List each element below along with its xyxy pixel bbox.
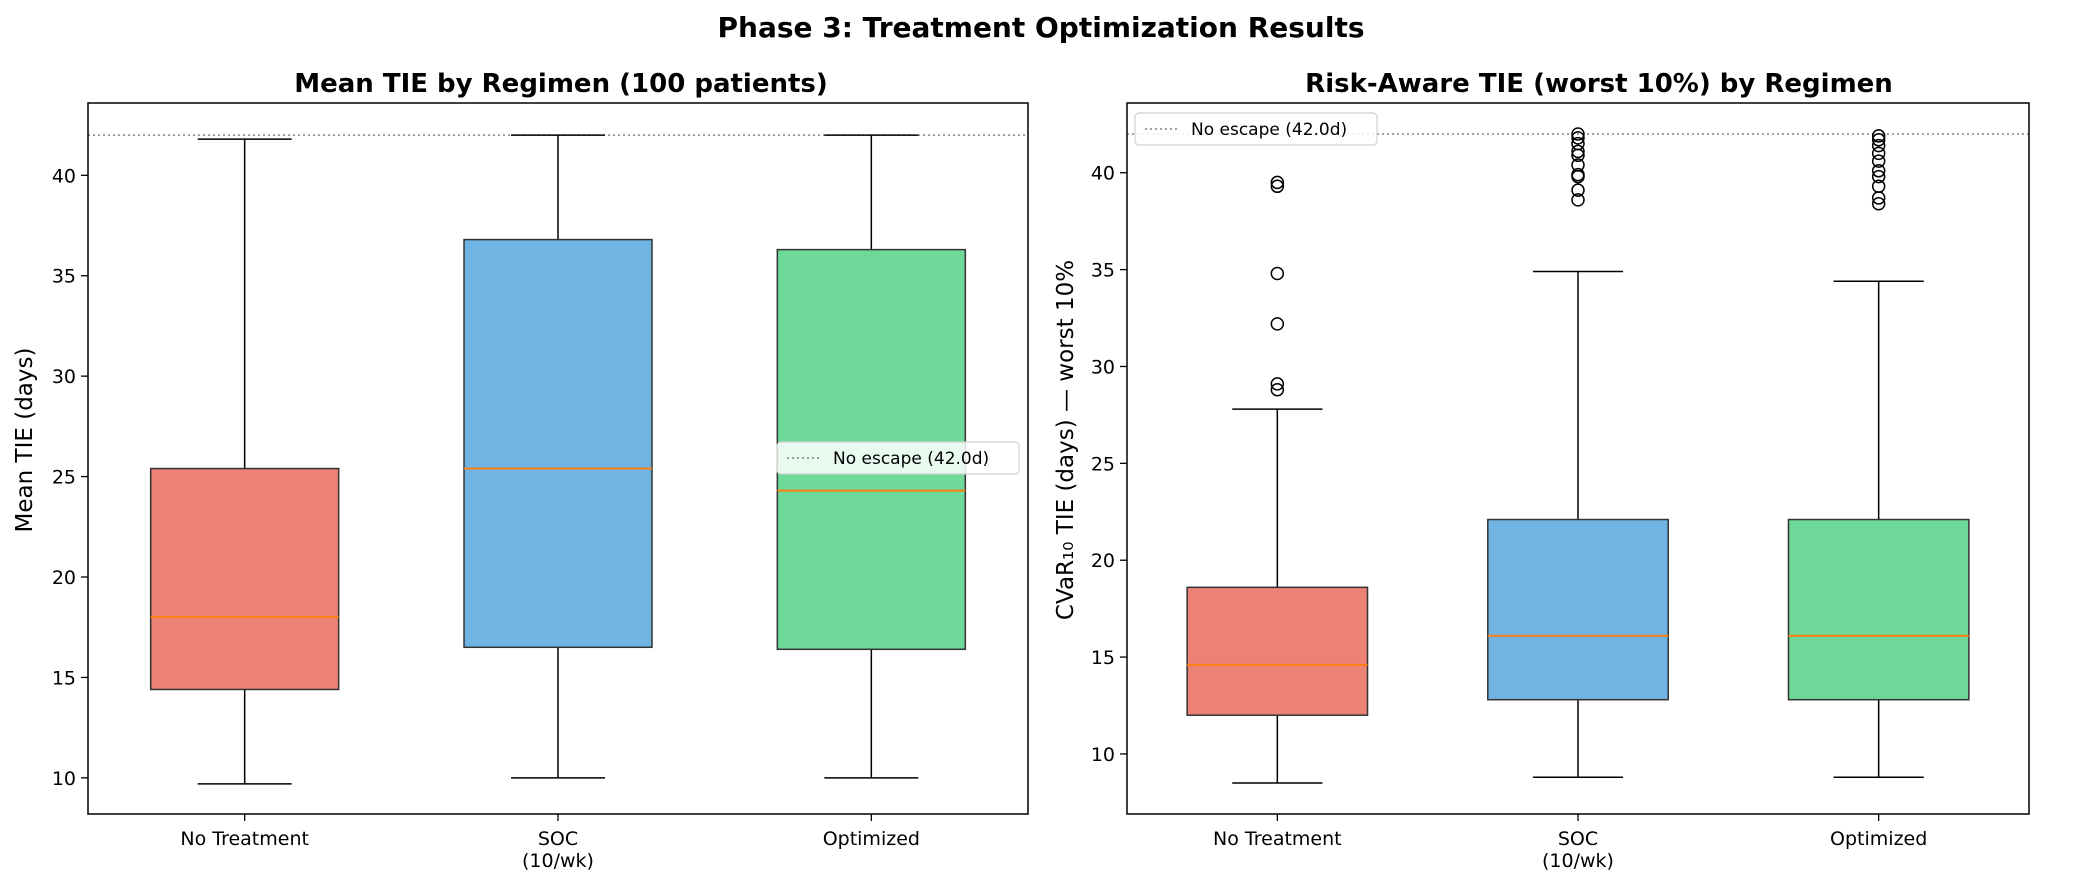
right-soc-10-wk-box: [1487, 518, 1669, 701]
left-axes-frame: [87, 102, 1029, 815]
left-y-tick-label-15: 15: [52, 667, 76, 689]
left-legend: No escape (42.0d): [776, 441, 1020, 475]
right-soc-10-wk-outlier-9: [1571, 131, 1585, 145]
left-legend-label: No escape (42.0d): [833, 449, 989, 469]
right-legend: No escape (42.0d): [1134, 112, 1378, 146]
right-y-tick-label-35: 35: [1091, 260, 1115, 282]
right-optimized-outlier-8: [1871, 138, 1886, 153]
right-box-plot-panel: Risk-Aware TIE (worst 10%) by Regimen CV…: [1053, 69, 2030, 872]
right-y-tick-label-20: 20: [1091, 550, 1115, 572]
left-box-plot-panel: Mean TIE by Regimen (100 patients) Mean …: [12, 69, 1029, 872]
right-axes-frame: [1126, 102, 2030, 815]
right-optimized-outlier-4: [1871, 169, 1886, 184]
left-x-tick-label-soc-10-wk-line2: (10/wk): [522, 850, 594, 872]
left-no-treatment-box: [149, 467, 340, 691]
right-optimized-outlier-5: [1871, 164, 1886, 178]
left-y-tick-label-25: 25: [52, 467, 76, 489]
left-x-tick-label-soc-10-wk: SOC: [538, 828, 578, 850]
right-no-treatment-box: [1186, 586, 1369, 716]
right-y-tick-label-30: 30: [1091, 356, 1115, 378]
right-optimized-outlier-7: [1871, 146, 1886, 161]
left-y-tick-label-35: 35: [52, 266, 76, 288]
right-x-tick-label-soc-10-wk: SOC: [1558, 828, 1598, 850]
right-y-tick-label-15: 15: [1091, 647, 1115, 669]
right-soc-10-wk-outlier-8: [1571, 136, 1585, 151]
figure-title: Phase 3: Treatment Optimization Results: [717, 11, 1364, 44]
right-legend-label: No escape (42.0d): [1191, 120, 1347, 140]
right-optimized-outlier-6: [1871, 154, 1886, 168]
left-x-tick-label-optimized: Optimized: [823, 828, 920, 850]
right-no-treatment-outlier-3: [1270, 317, 1285, 331]
right-no-treatment-outlier-2: [1270, 377, 1285, 391]
right-chart-title: Risk-Aware TIE (worst 10%) by Regimen: [1305, 69, 1893, 99]
right-optimized-outlier-10: [1871, 129, 1886, 143]
right-soc-10-wk-outlier-10: [1571, 127, 1585, 141]
left-x-tick-label-no-treatment: No Treatment: [180, 828, 309, 850]
right-x-tick-label-soc-10-wk-line2: (10/wk): [1542, 850, 1614, 872]
right-no-treatment-outlier-5: [1270, 179, 1285, 194]
left-y-axis-label: Mean TIE (days): [12, 348, 38, 533]
left-plot-area: 10 15 20 25 30 35 40 No Treatment SOC(10/wk) Opti…: [52, 102, 1029, 872]
right-soc-10-wk-outlier-1: [1571, 193, 1585, 207]
right-no-treatment-outlier-1: [1270, 382, 1285, 397]
right-optimized-box: [1787, 518, 1970, 701]
right-soc-10-wk-outlier-7: [1571, 144, 1585, 159]
right-y-tick-label-25: 25: [1091, 453, 1115, 475]
left-y-tick-label-40: 40: [52, 165, 76, 187]
right-soc-10-wk-outlier-2: [1571, 183, 1585, 197]
right-y-axis-label: CVaR₁₀ TIE (days) — worst 10%: [1053, 260, 1079, 620]
right-legend-box: [1134, 112, 1378, 146]
right-no-treatment-outlier-4: [1270, 266, 1285, 281]
left-chart-title: Mean TIE by Regimen (100 patients): [294, 69, 828, 99]
right-optimized-outlier-1: [1871, 196, 1886, 211]
left-soc-10-wk-box: [463, 238, 653, 649]
right-no-treatment-outlier-6: [1270, 175, 1285, 190]
right-optimized-outlier-3: [1871, 179, 1886, 194]
left-y-tick-label-20: 20: [52, 567, 76, 589]
right-y-tick-label-10: 10: [1091, 744, 1115, 766]
right-soc-10-wk-outlier-5: [1571, 158, 1585, 172]
right-optimized-outlier-9: [1871, 133, 1886, 147]
right-plot-area: 10 15 20 25 30 35 40 No Treatment SOC(10/wk) Opti…: [1091, 102, 2030, 872]
left-legend-box: [776, 441, 1020, 475]
right-soc-10-wk-outlier-4: [1571, 167, 1585, 182]
right-x-tick-label-no-treatment: No Treatment: [1213, 828, 1342, 850]
left-y-tick-label-30: 30: [52, 366, 76, 388]
left-y-tick-label-10: 10: [52, 768, 76, 790]
right-x-tick-label-optimized: Optimized: [1830, 828, 1927, 850]
right-y-tick-label-40: 40: [1091, 163, 1115, 185]
